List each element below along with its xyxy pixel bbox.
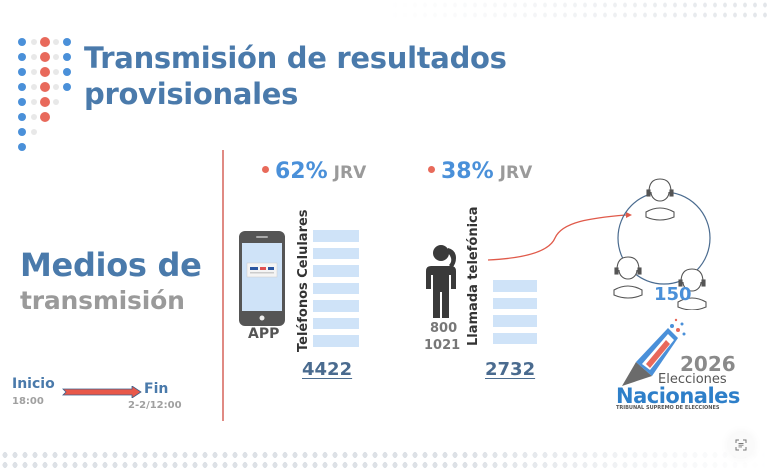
timeline-arrow-icon — [62, 386, 142, 398]
dot-grid-logo-icon — [18, 37, 71, 151]
decorative-dot-band-top — [0, 0, 770, 22]
logo-org: TRIBUNAL SUPREMO DE ELECCIONES — [616, 405, 720, 411]
bar — [493, 297, 537, 309]
timeline-start-time: 18:00 — [12, 396, 44, 407]
timeline-end-time: 2-2/12:00 — [128, 400, 182, 411]
bar — [493, 315, 537, 327]
channel-call-bars — [493, 280, 537, 344]
smartphone-icon — [239, 231, 285, 326]
agent-icon — [645, 178, 675, 221]
channel-call-count: 2732 — [485, 359, 536, 380]
bullet-icon — [428, 166, 435, 173]
pencil-logo-icon — [622, 318, 686, 386]
scan-text-icon — [735, 439, 747, 451]
vertical-divider — [222, 150, 224, 421]
call-center-agents-icon — [487, 178, 711, 310]
slide-title-line1: Transmisión de resultados — [84, 41, 507, 75]
scan-text-button[interactable] — [728, 432, 754, 458]
app-label: APP — [248, 326, 280, 342]
agent-icon — [677, 268, 707, 310]
percent-value: 38% — [441, 159, 494, 184]
bar — [313, 335, 359, 347]
channel-app-vertical-label: Teléfonos Celulares — [296, 209, 311, 352]
slide-title-line2: provisionales — [84, 77, 299, 111]
bar — [313, 282, 359, 294]
bar — [313, 230, 359, 242]
agent-icon — [613, 256, 643, 299]
bar — [313, 317, 359, 329]
bar — [313, 300, 359, 312]
channel-call-percent: 38% JRV — [428, 159, 532, 184]
logo-line2: Nacionales — [616, 384, 740, 408]
bar — [313, 247, 359, 259]
slide-title: Transmisión de resultados provisionales — [84, 40, 507, 112]
section-heading-line2: transmisión — [20, 286, 185, 315]
bullet-icon — [262, 166, 269, 173]
percent-value: 62% — [275, 159, 328, 184]
bar — [493, 332, 537, 344]
timeline-start-label: Inicio — [12, 376, 55, 392]
channel-app-bars — [313, 230, 359, 347]
percent-unit: JRV — [333, 163, 367, 183]
phone-number-line2: 1021 — [424, 338, 461, 353]
phone-number-line1: 800 — [430, 321, 458, 336]
call-center-agents-count: 150 — [654, 284, 692, 305]
percent-unit: JRV — [499, 163, 533, 183]
channel-app-percent: 62% JRV — [262, 159, 366, 184]
decorative-dot-band-bottom — [0, 450, 770, 470]
timeline-end-label: Fin — [144, 381, 169, 397]
channel-app-count: 4422 — [302, 359, 353, 380]
person-phone-call-icon — [426, 245, 456, 318]
bar — [313, 265, 359, 277]
elecciones-2026-logo: 2026 Elecciones Nacionales TRIBUNAL SUPR… — [612, 318, 742, 411]
logo-line1: Elecciones — [658, 372, 727, 387]
channel-call-vertical-label: Llamada telefónica — [466, 206, 481, 346]
section-heading-line1: Medios de — [20, 246, 202, 284]
logo-year: 2026 — [680, 352, 736, 376]
bar — [493, 280, 537, 292]
